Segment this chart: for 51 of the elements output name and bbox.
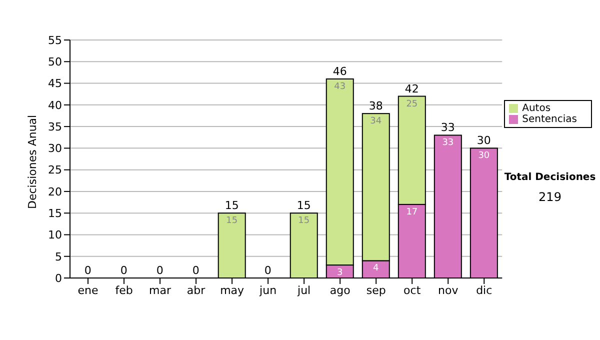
data-label: 25 [406,99,418,110]
x-tick-label: mar [149,284,172,297]
y-tick-label: 10 [48,228,62,242]
x-tick-label: may [220,284,245,297]
y-tick-label: 40 [48,98,62,112]
y-tick-label: 35 [48,120,62,134]
y-tick-label: 50 [48,56,62,69]
x-tick-label: sep [366,284,386,297]
x-tick-label: ago [330,284,351,297]
data-label: 15 [226,216,238,226]
x-tick-label: dic [476,284,492,297]
data-label: 33 [442,138,454,148]
data-label: 4 [373,264,380,274]
total-label: 30 [476,134,491,148]
total-label: 0 [120,264,128,277]
y-tick-label: 25 [48,164,62,177]
total-label: 0 [264,264,272,277]
data-label: 3 [337,268,343,278]
y-tick-label: 20 [48,185,62,198]
x-tick-label: abr [186,284,206,297]
y-tick-label: 15 [48,206,62,220]
legend-label: Autos [522,103,551,114]
y-axis-title: Decisiones Anual [26,114,39,209]
total-label: 0 [192,264,200,277]
total-label: 46 [332,64,347,78]
total-label: 0 [84,264,92,277]
x-tick-label: nov [438,284,459,297]
total-label: 38 [368,100,383,113]
x-tick-label: feb [115,284,133,297]
total-label: 33 [440,121,455,134]
total-label: 42 [404,82,419,96]
y-tick-label: 45 [48,77,62,90]
data-label: 43 [334,82,346,92]
y-tick-label: 0 [55,272,62,285]
total-label: 15 [296,199,311,212]
x-tick-label: jun [258,284,277,297]
data-label: 34 [370,116,382,127]
total-label: 15 [224,199,239,212]
data-label: 15 [298,216,310,226]
legend-label: Sentencias [522,114,577,125]
x-tick-label: oct [404,284,422,297]
x-tick-label: jul [296,284,311,297]
text: 219 [538,190,562,204]
y-tick-label: 5 [55,250,62,264]
y-tick-label: 55 [48,34,62,47]
total-label: 0 [156,264,164,277]
data-label: 17 [406,207,418,218]
y-tick-label: 30 [48,142,62,156]
text: Total Decisiones [503,172,597,183]
x-tick-label: ene [78,284,98,297]
data-label: 30 [478,151,490,162]
